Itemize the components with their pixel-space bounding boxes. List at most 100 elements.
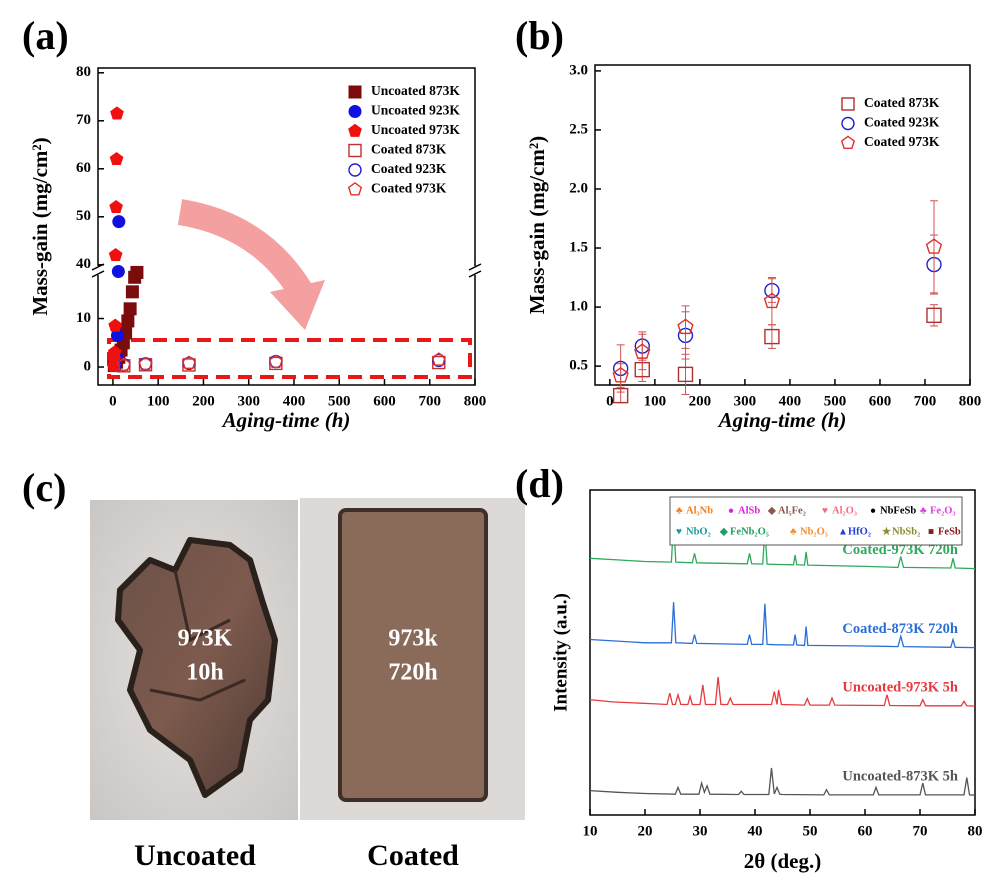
legend-symbol: ♣ — [790, 526, 797, 537]
series-label: Coated-973K 720h — [842, 542, 958, 558]
data-point — [268, 354, 283, 368]
y-axis-label: Mass-gain (mg/cm²) — [525, 136, 549, 314]
legend-label: Coated 973K — [864, 134, 940, 149]
axis-break — [468, 263, 482, 271]
x-tick-label: 0 — [109, 393, 117, 409]
legend-symbol: ♣ — [920, 505, 927, 516]
plot-frame — [594, 64, 971, 386]
legend-label: Coated 923K — [864, 115, 940, 130]
plot-frame — [97, 67, 476, 386]
y-tick-label: 40 — [76, 256, 91, 272]
photo-label: 973k — [388, 626, 438, 652]
sample-block — [338, 508, 488, 802]
x-tick-label: 500 — [824, 393, 847, 409]
legend-label: Al₃Nb — [686, 505, 713, 516]
panel-title: (a) — [22, 13, 69, 58]
data-point — [107, 345, 122, 359]
legend-symbol: ◆ — [719, 526, 728, 537]
legend-label: Al₅Fe₂ — [778, 505, 806, 516]
legend-symbol: ● — [870, 505, 876, 516]
legend-marker — [841, 97, 855, 111]
legend-box — [669, 496, 963, 546]
legend-label: NbO₂ — [686, 526, 711, 537]
legend-symbol: ♣ — [676, 505, 683, 516]
x-tick-label: 0 — [606, 393, 614, 409]
x-tick-label: 500 — [328, 393, 351, 409]
panel-title: (b) — [515, 13, 564, 58]
data-point — [431, 352, 446, 366]
y-tick-label: 80 — [76, 64, 91, 80]
legend-symbol: ■ — [928, 526, 934, 537]
x-axis-label: Aging-time (h) — [221, 408, 351, 432]
series-label: Uncoated-973K 5h — [842, 679, 958, 695]
sample-fragments — [115, 537, 278, 798]
photo-label: 720h — [388, 660, 437, 686]
axis-break — [91, 270, 105, 278]
legend-symbol: ♥ — [676, 526, 682, 537]
x-tick-label: 300 — [237, 393, 260, 409]
y-tick-label: 60 — [76, 160, 91, 176]
legend-label: Coated 873K — [371, 142, 447, 157]
xrd-pattern — [589, 602, 976, 649]
data-point — [764, 328, 780, 345]
x-tick-label: 800 — [464, 393, 487, 409]
y-tick-label: 50 — [76, 208, 91, 224]
x-tick-label: 800 — [959, 393, 982, 409]
x-tick-label: 40 — [748, 823, 763, 839]
y-tick-label: 0 — [84, 358, 92, 374]
data-point — [110, 106, 124, 120]
panel-title: (d) — [515, 461, 564, 506]
data-point — [612, 366, 629, 383]
legend-label: Fe₂O₃ — [930, 505, 956, 516]
cracks — [149, 569, 246, 702]
x-tick-label: 20 — [638, 823, 653, 839]
data-point — [926, 307, 942, 324]
axis-break — [468, 270, 482, 278]
x-tick-label: 200 — [192, 393, 215, 409]
x-tick-label: 200 — [689, 393, 712, 409]
legend-label: AlSb — [738, 505, 760, 516]
legend-symbol: ● — [728, 505, 734, 516]
y-tick-label: 70 — [76, 112, 91, 128]
legend-marker — [348, 123, 362, 137]
y-tick-label: 10 — [76, 310, 91, 326]
x-axis-label: Aging-time (h) — [717, 408, 847, 432]
data-point — [108, 247, 123, 262]
data-point — [634, 343, 651, 359]
legend-label: Uncoated 873K — [371, 83, 460, 98]
series-label: Uncoated-873K 5h — [842, 769, 958, 785]
y-tick-label: 3.0 — [569, 62, 588, 78]
data-point — [109, 199, 123, 214]
legend-label: Al₂O₃ — [832, 505, 857, 516]
photo-caption: Uncoated — [134, 839, 256, 872]
legend-label: NbFeSb — [880, 505, 916, 516]
legend-symbol: ★ — [882, 526, 891, 537]
axis-break-gap — [471, 266, 479, 275]
x-tick-label: 30 — [693, 823, 708, 839]
legend-symbol: ♥ — [822, 505, 828, 516]
x-tick-label: 50 — [803, 823, 818, 839]
arrow — [177, 199, 312, 298]
legend-label: NbSb₂ — [892, 526, 920, 537]
legend-marker — [348, 105, 362, 118]
axis-break-gap — [94, 266, 102, 275]
legend-marker — [347, 182, 363, 196]
data-point — [181, 355, 197, 370]
x-tick-label: 100 — [644, 393, 667, 409]
xrd-pattern — [589, 676, 976, 707]
y-tick-label: 2.5 — [569, 121, 588, 137]
legend-label: Coated 973K — [371, 181, 447, 196]
legend-marker — [348, 143, 362, 158]
plot-frame — [589, 489, 976, 816]
data-point — [112, 215, 126, 229]
y-axis-label: Intensity (a.u.) — [550, 593, 571, 712]
legend-label: Coated 873K — [864, 95, 940, 110]
data-point — [121, 314, 135, 328]
legend-label: Nb₂O₅ — [800, 526, 828, 537]
data-point — [109, 151, 124, 166]
x-tick-label: 70 — [913, 823, 928, 839]
data-point — [130, 265, 144, 279]
data-point — [138, 356, 153, 371]
y-tick-label: 1.5 — [569, 239, 588, 255]
